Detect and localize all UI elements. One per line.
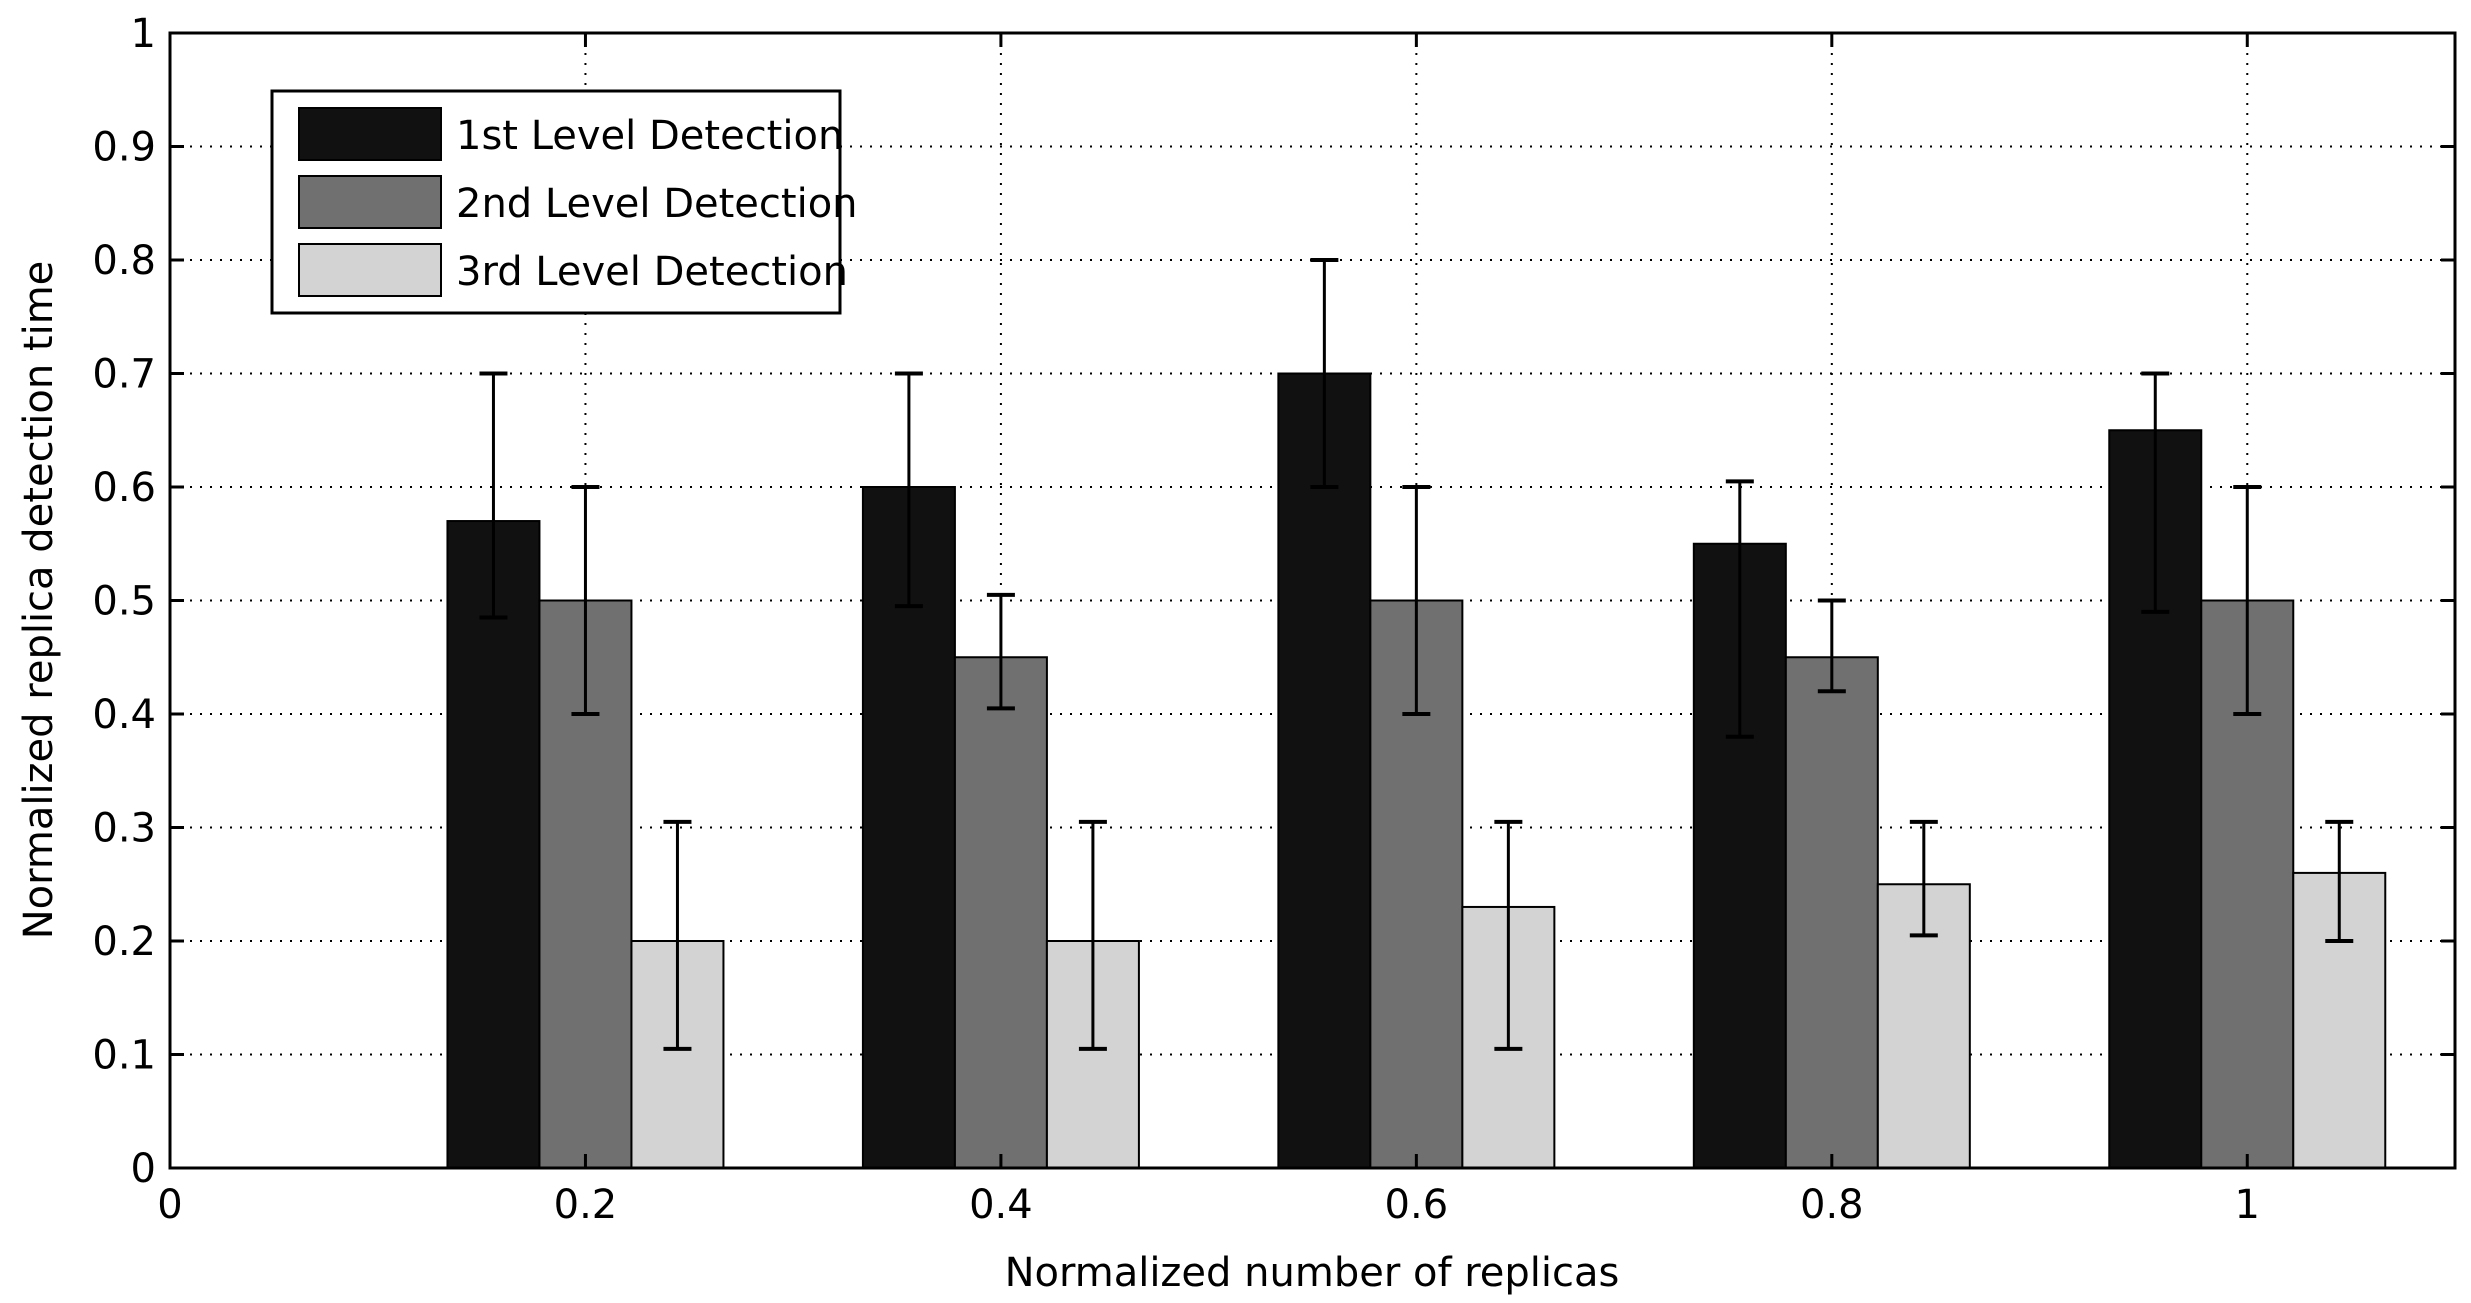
axis-ticks xyxy=(168,31,2455,1170)
legend: 1st Level Detection 2nd Level Detection 3r… xyxy=(270,89,858,315)
y-tick-label: 1 xyxy=(131,11,156,57)
y-tick-label: 0.2 xyxy=(92,919,156,965)
bar-1 xyxy=(1277,372,1372,1169)
legend-label-2: 2nd Level Detection xyxy=(456,181,858,227)
legend-label-1: 1st Level Detection xyxy=(456,113,843,159)
legend-swatch-1 xyxy=(298,107,442,161)
y-tick-label: 0.1 xyxy=(92,1033,156,1079)
error-bars xyxy=(479,258,2354,1051)
y-tick-label: 0.3 xyxy=(92,806,156,852)
x-tick-label: 0 xyxy=(157,1182,182,1228)
x-tick-label: 0.8 xyxy=(1800,1182,1864,1228)
y-axis-label: Normalized replica detection time xyxy=(16,261,62,940)
y-tick-label: 0.5 xyxy=(92,579,156,625)
x-tick-labels: 0 0.2 0.4 0.6 0.8 1 xyxy=(157,1182,2260,1228)
x-tick-label: 0.4 xyxy=(969,1182,1033,1228)
legend-label-3: 3rd Level Detection xyxy=(456,249,848,295)
x-tick-label: 1 xyxy=(2235,1182,2260,1228)
legend-swatch-3 xyxy=(298,243,442,297)
x-axis-label: Normalized number of replicas xyxy=(1005,1250,1620,1296)
y-tick-label: 0 xyxy=(131,1146,156,1192)
x-tick-label: 0.6 xyxy=(1385,1182,1449,1228)
bar-2 xyxy=(953,656,1048,1169)
y-tick-label: 0.6 xyxy=(92,465,156,511)
y-tick-label: 0.8 xyxy=(92,238,156,284)
legend-swatch-2 xyxy=(298,175,442,229)
y-tick-label: 0.4 xyxy=(92,692,156,738)
y-tick-label: 0.9 xyxy=(92,125,156,171)
bar-2 xyxy=(1784,656,1879,1169)
y-tick-label: 0.7 xyxy=(92,352,156,398)
x-tick-label: 0.2 xyxy=(554,1182,618,1228)
y-tick-labels: 0 0.1 0.2 0.3 0.4 0.5 0.6 0.7 0.8 0.9 1 xyxy=(92,11,156,1192)
